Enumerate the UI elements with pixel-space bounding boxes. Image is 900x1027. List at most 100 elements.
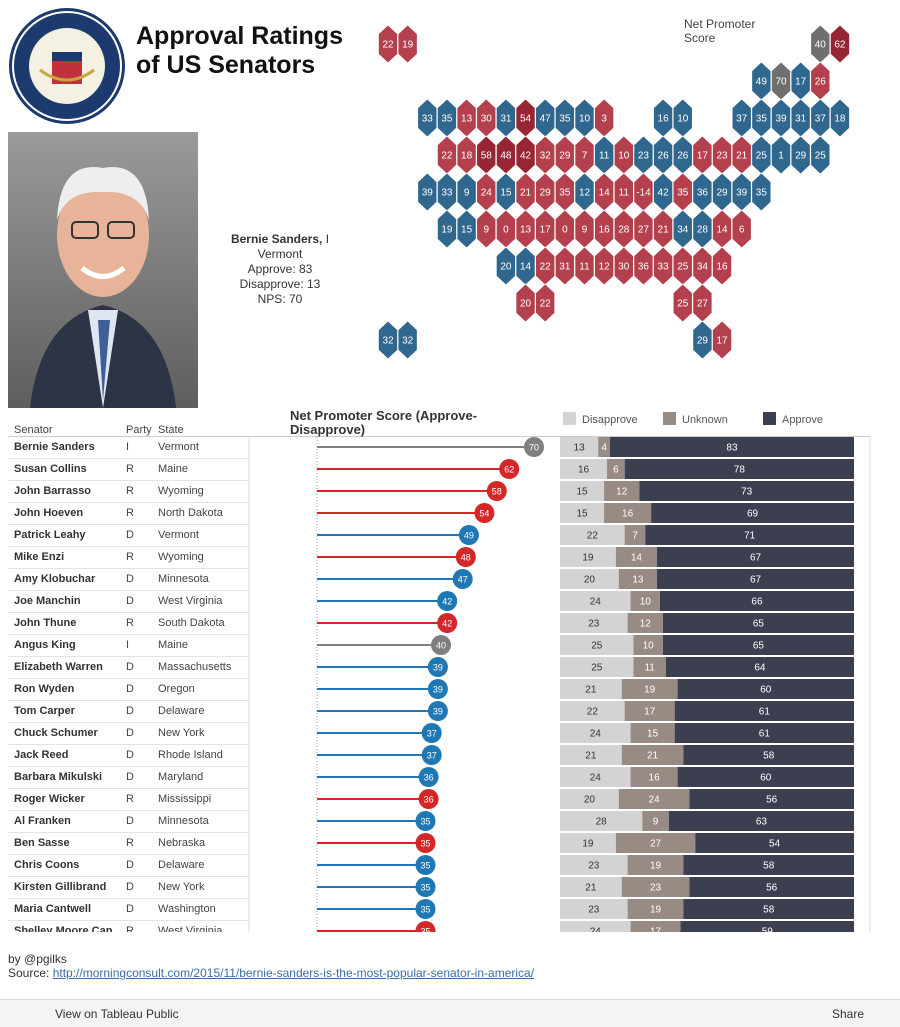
nps-label: 39 <box>433 706 443 716</box>
hex-label: 15 <box>500 188 512 199</box>
hex-label: 36 <box>638 262 650 273</box>
bar-label: 63 <box>756 817 768 828</box>
nps-dot <box>437 613 458 633</box>
bar-approve <box>683 855 854 875</box>
toolbar: View on Tableau Public Share <box>0 999 900 1027</box>
bar-label: 21 <box>585 883 597 894</box>
bar-disapprove <box>560 701 625 721</box>
hex <box>417 172 438 212</box>
hex <box>790 135 811 175</box>
state: Massachusetts <box>158 661 232 673</box>
hex-label: 11 <box>619 188 630 199</box>
bar-unknown <box>618 569 658 589</box>
bar-label: 12 <box>616 487 628 498</box>
view-on-tableau[interactable]: View on Tableau Public <box>55 1007 179 1021</box>
share-button[interactable]: Share <box>832 1007 865 1021</box>
hex <box>554 246 575 286</box>
hex-label: 28 <box>618 225 630 236</box>
nps-title: Net Promoter Score (Approve-Disapprove) <box>290 408 478 437</box>
senator-name: Maria Cantwell <box>14 903 91 915</box>
hex <box>377 24 399 64</box>
party: D <box>126 661 134 673</box>
bar-disapprove <box>560 679 622 699</box>
hex-label: 35 <box>559 188 571 199</box>
bar-disapprove <box>560 459 608 479</box>
hex-label: 0 <box>562 225 568 236</box>
bar-label: 21 <box>585 751 597 762</box>
party: R <box>126 551 134 563</box>
hex-label: 21 <box>520 188 532 199</box>
hex-label: 42 <box>520 151 532 162</box>
bar-unknown <box>633 657 666 677</box>
senator-name: Shelley Moore Cap <box>14 925 113 937</box>
hex-label: 16 <box>599 225 611 236</box>
legend-swatch <box>563 412 576 425</box>
hex <box>436 209 457 249</box>
state: New York <box>158 727 205 739</box>
nps-label: 35 <box>420 904 430 914</box>
hex-label: 17 <box>795 77 807 88</box>
hex-label: 30 <box>618 262 630 273</box>
bar-label: 24 <box>590 927 602 938</box>
bar-label: 19 <box>582 553 594 564</box>
hex <box>633 246 654 286</box>
nps-dot <box>415 899 436 919</box>
hex-label: 25 <box>756 151 768 162</box>
nps-dot <box>415 877 436 897</box>
party: D <box>126 771 134 783</box>
hex <box>672 283 693 323</box>
nps-dot <box>415 833 436 853</box>
bar-label: 14 <box>631 553 643 564</box>
senator-name: Jack Reed <box>14 749 68 761</box>
bar-unknown <box>621 745 684 765</box>
bar-label: 24 <box>590 773 602 784</box>
state: Nebraska <box>158 837 206 849</box>
bar-unknown <box>604 503 652 523</box>
nps-label: 36 <box>424 772 434 782</box>
hex-label: 27 <box>697 299 709 310</box>
party: D <box>126 573 134 585</box>
senator-name: Al Franken <box>14 815 71 827</box>
bar-unknown <box>627 613 663 633</box>
bar-approve <box>659 591 854 611</box>
senate-seal <box>9 8 125 124</box>
bar-label: 13 <box>574 443 586 454</box>
hex <box>653 246 674 286</box>
bar-approve <box>689 877 854 897</box>
hex-label: 17 <box>540 225 552 236</box>
nps-dot <box>427 679 448 699</box>
hex-label: 15 <box>461 225 473 236</box>
byline: by @pgilks <box>8 952 67 966</box>
hex <box>476 209 497 249</box>
bar-disapprove <box>560 591 631 611</box>
senator-name: Ron Wyden <box>14 683 75 695</box>
bar-label: 78 <box>734 465 746 476</box>
hex <box>692 320 713 360</box>
legend-label: Approve <box>782 414 823 426</box>
bar-unknown <box>633 635 663 655</box>
nps-dot <box>474 503 495 523</box>
state: Vermont <box>158 441 199 453</box>
bar-unknown <box>630 767 678 787</box>
hex-label: 19 <box>402 40 414 51</box>
source: Source: http://morningconsult.com/2015/1… <box>8 966 534 980</box>
bar-unknown <box>630 723 675 743</box>
hex-label: 33 <box>441 188 453 199</box>
bar-disapprove <box>560 767 631 787</box>
hex-label: 32 <box>540 151 552 162</box>
bar-label: 22 <box>587 531 599 542</box>
hex-label: 21 <box>736 151 748 162</box>
bar-disapprove <box>560 657 634 677</box>
hex-label: 35 <box>441 114 453 125</box>
bar-label: 12 <box>640 619 652 630</box>
hex-label: 49 <box>756 77 768 88</box>
hex-label: 35 <box>559 114 571 125</box>
hex-label: 12 <box>579 188 591 199</box>
party: R <box>126 507 134 519</box>
nps-dot <box>486 481 507 501</box>
column-header: Senator <box>14 424 53 436</box>
source-link[interactable]: http://morningconsult.com/2015/11/bernie… <box>52 966 535 980</box>
bar-label: 6 <box>613 465 619 476</box>
party: R <box>126 837 134 849</box>
hex-label: 13 <box>461 114 473 125</box>
